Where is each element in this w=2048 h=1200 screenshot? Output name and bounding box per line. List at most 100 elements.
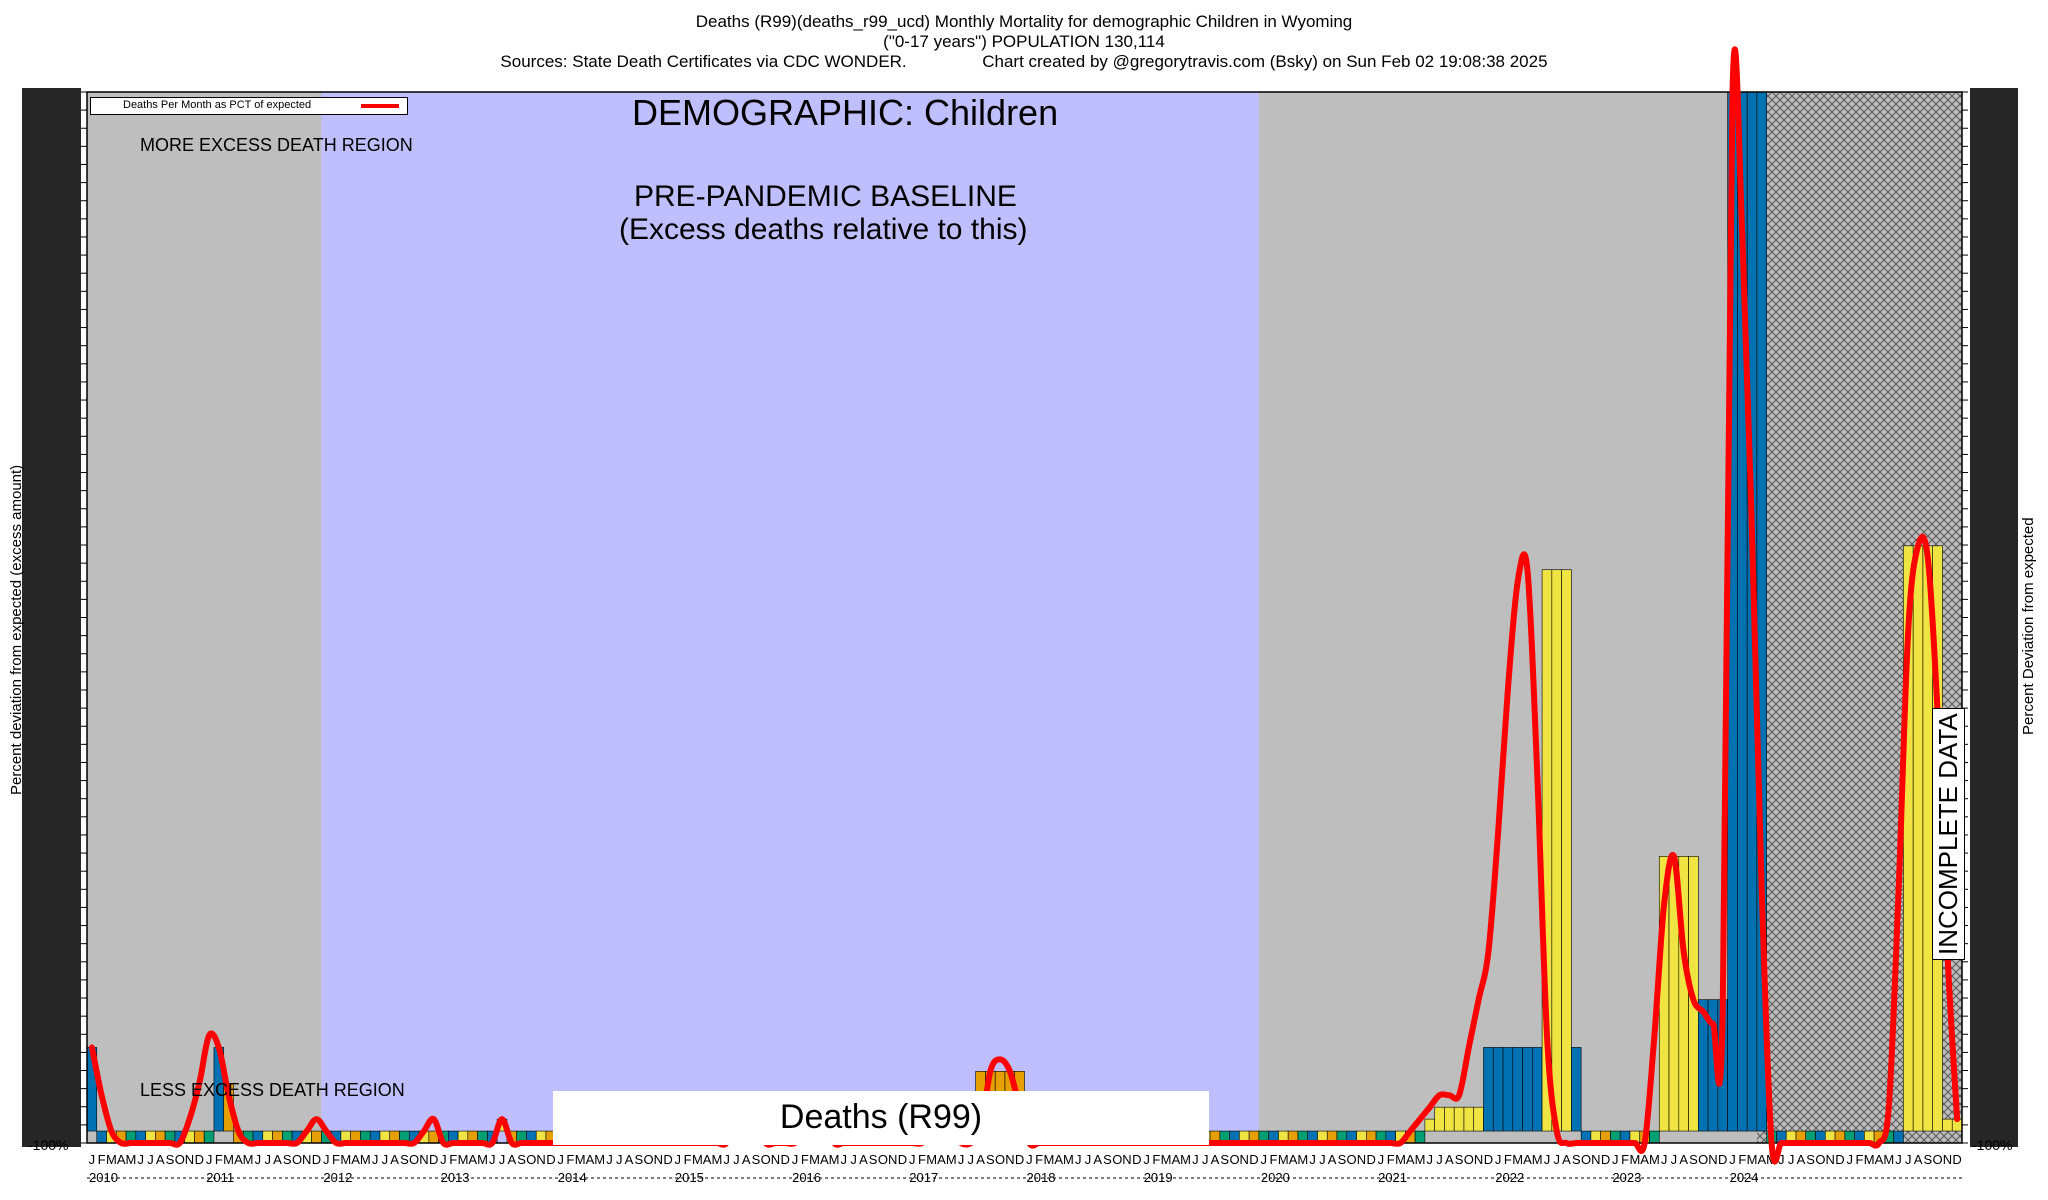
x-month-label: A (703, 1152, 712, 1167)
x-month-label: D (1132, 1152, 1141, 1167)
x-month-label: N (1357, 1152, 1366, 1167)
x-month-label: A (273, 1152, 282, 1167)
x-month-label: A (507, 1152, 516, 1167)
right-bottom-tick: -100% (1972, 1137, 2013, 1153)
x-month-label: M (1512, 1152, 1523, 1167)
x-month-label: M (340, 1152, 351, 1167)
bar-2011-12 (311, 1130, 322, 1144)
x-month-label: J (255, 1152, 262, 1167)
x-month-label: N (1474, 1152, 1483, 1167)
bar-2022-4 (1522, 1047, 1533, 1132)
x-month-label: M (223, 1152, 234, 1167)
x-year-label: 2021 (1378, 1170, 1407, 1185)
x-month-label: J (137, 1152, 144, 1167)
x-month-label: F (1504, 1152, 1512, 1167)
x-month-label: F (449, 1152, 457, 1167)
left-tick-label-band (22, 88, 81, 1147)
bar-undefined-6 (1893, 1130, 1904, 1144)
x-month-label: J (1612, 1152, 1619, 1167)
x-month-label: J (1671, 1152, 1678, 1167)
x-month-label: J (792, 1152, 799, 1167)
x-month-label: A (156, 1152, 165, 1167)
x-month-label: F (1856, 1152, 1864, 1167)
x-month-label: J (1261, 1152, 1268, 1167)
x-month-label: S (517, 1152, 526, 1167)
x-month-label: F (801, 1152, 809, 1167)
x-month-label: A (1093, 1152, 1102, 1167)
x-month-label: J (616, 1152, 623, 1167)
x-month-label: O (1698, 1152, 1708, 1167)
bar-2021-6 (1424, 1118, 1435, 1132)
x-month-label: D (781, 1152, 790, 1167)
x-month-label: N (185, 1152, 194, 1167)
baseline-label-line2: (Excess deaths relative to this) (619, 213, 1028, 246)
x-month-label: F (98, 1152, 106, 1167)
x-month-label: A (1797, 1152, 1806, 1167)
x-month-label: J (1895, 1152, 1902, 1167)
x-month-label: F (1738, 1152, 1746, 1167)
x-month-label: M (1747, 1152, 1758, 1167)
x-month-label: M (1649, 1152, 1660, 1167)
x-month-label: S (1689, 1152, 1698, 1167)
x-month-label: J (1778, 1152, 1785, 1167)
x-year-label: 2018 (1027, 1170, 1056, 1185)
x-month-label: J (1427, 1152, 1434, 1167)
x-month-label: J (1202, 1152, 1209, 1167)
x-month-label: A (1054, 1152, 1063, 1167)
bar-2023-5 (1649, 1130, 1660, 1144)
x-month-label: O (643, 1152, 653, 1167)
x-month-label: A (1289, 1152, 1298, 1167)
x-month-label: S (166, 1152, 175, 1167)
bar-2021-7 (1434, 1106, 1445, 1132)
x-month-label: D (1249, 1152, 1258, 1167)
bar-2011-1 (203, 1130, 215, 1144)
baseline-label-line1: PRE-PANDEMIC BASELINE (634, 180, 1017, 213)
x-month-label: M (477, 1152, 488, 1167)
x-month-label: S (1923, 1152, 1932, 1167)
x-month-label: J (1661, 1152, 1668, 1167)
x-month-label: N (1122, 1152, 1131, 1167)
x-month-label: D (546, 1152, 555, 1167)
x-month-label: M (1395, 1152, 1406, 1167)
x-month-label: F (1387, 1152, 1395, 1167)
demographic-label: DEMOGRAPHIC: Children (632, 92, 1059, 133)
x-month-label: S (1103, 1152, 1112, 1167)
x-month-label: A (625, 1152, 634, 1167)
x-year-label: 2014 (558, 1170, 587, 1185)
bar-2022-5 (1532, 1047, 1543, 1132)
bar-2021-5 (1414, 1130, 1426, 1144)
x-month-label: D (1367, 1152, 1376, 1167)
x-month-label: A (1562, 1152, 1571, 1167)
x-month-label: M (1864, 1152, 1875, 1167)
x-month-label: J (147, 1152, 154, 1167)
bar-2010-2 (96, 1130, 107, 1144)
x-month-label: S (1806, 1152, 1815, 1167)
bar-2022-8 (1561, 569, 1572, 1132)
x-month-label: A (1328, 1152, 1337, 1167)
chart-title-line3: Sources: State Death Certificates via CD… (500, 52, 1548, 71)
x-month-label: M (1043, 1152, 1054, 1167)
x-month-label: N (1591, 1152, 1600, 1167)
x-month-label: N (1708, 1152, 1717, 1167)
bar-2022-2 (1502, 1047, 1514, 1132)
x-month-label: N (1826, 1152, 1835, 1167)
x-month-label: O (1229, 1152, 1239, 1167)
x-month-label: D (898, 1152, 907, 1167)
x-month-label: M (711, 1152, 722, 1167)
x-month-label: M (829, 1152, 840, 1167)
x-month-label: A (1679, 1152, 1688, 1167)
x-month-label: D (1601, 1152, 1610, 1167)
bar-2021-8 (1444, 1106, 1455, 1132)
x-month-label: J (372, 1152, 379, 1167)
x-month-label: A (586, 1152, 595, 1167)
x-month-label: J (1544, 1152, 1551, 1167)
x-month-label: J (499, 1152, 506, 1167)
x-month-label: A (937, 1152, 946, 1167)
x-year-label: 2012 (323, 1170, 352, 1185)
x-month-label: J (1436, 1152, 1443, 1167)
x-month-label: D (312, 1152, 321, 1167)
x-month-label: M (1883, 1152, 1894, 1167)
x-month-label: M (125, 1152, 136, 1167)
x-month-label: N (888, 1152, 897, 1167)
x-month-label: M (809, 1152, 820, 1167)
